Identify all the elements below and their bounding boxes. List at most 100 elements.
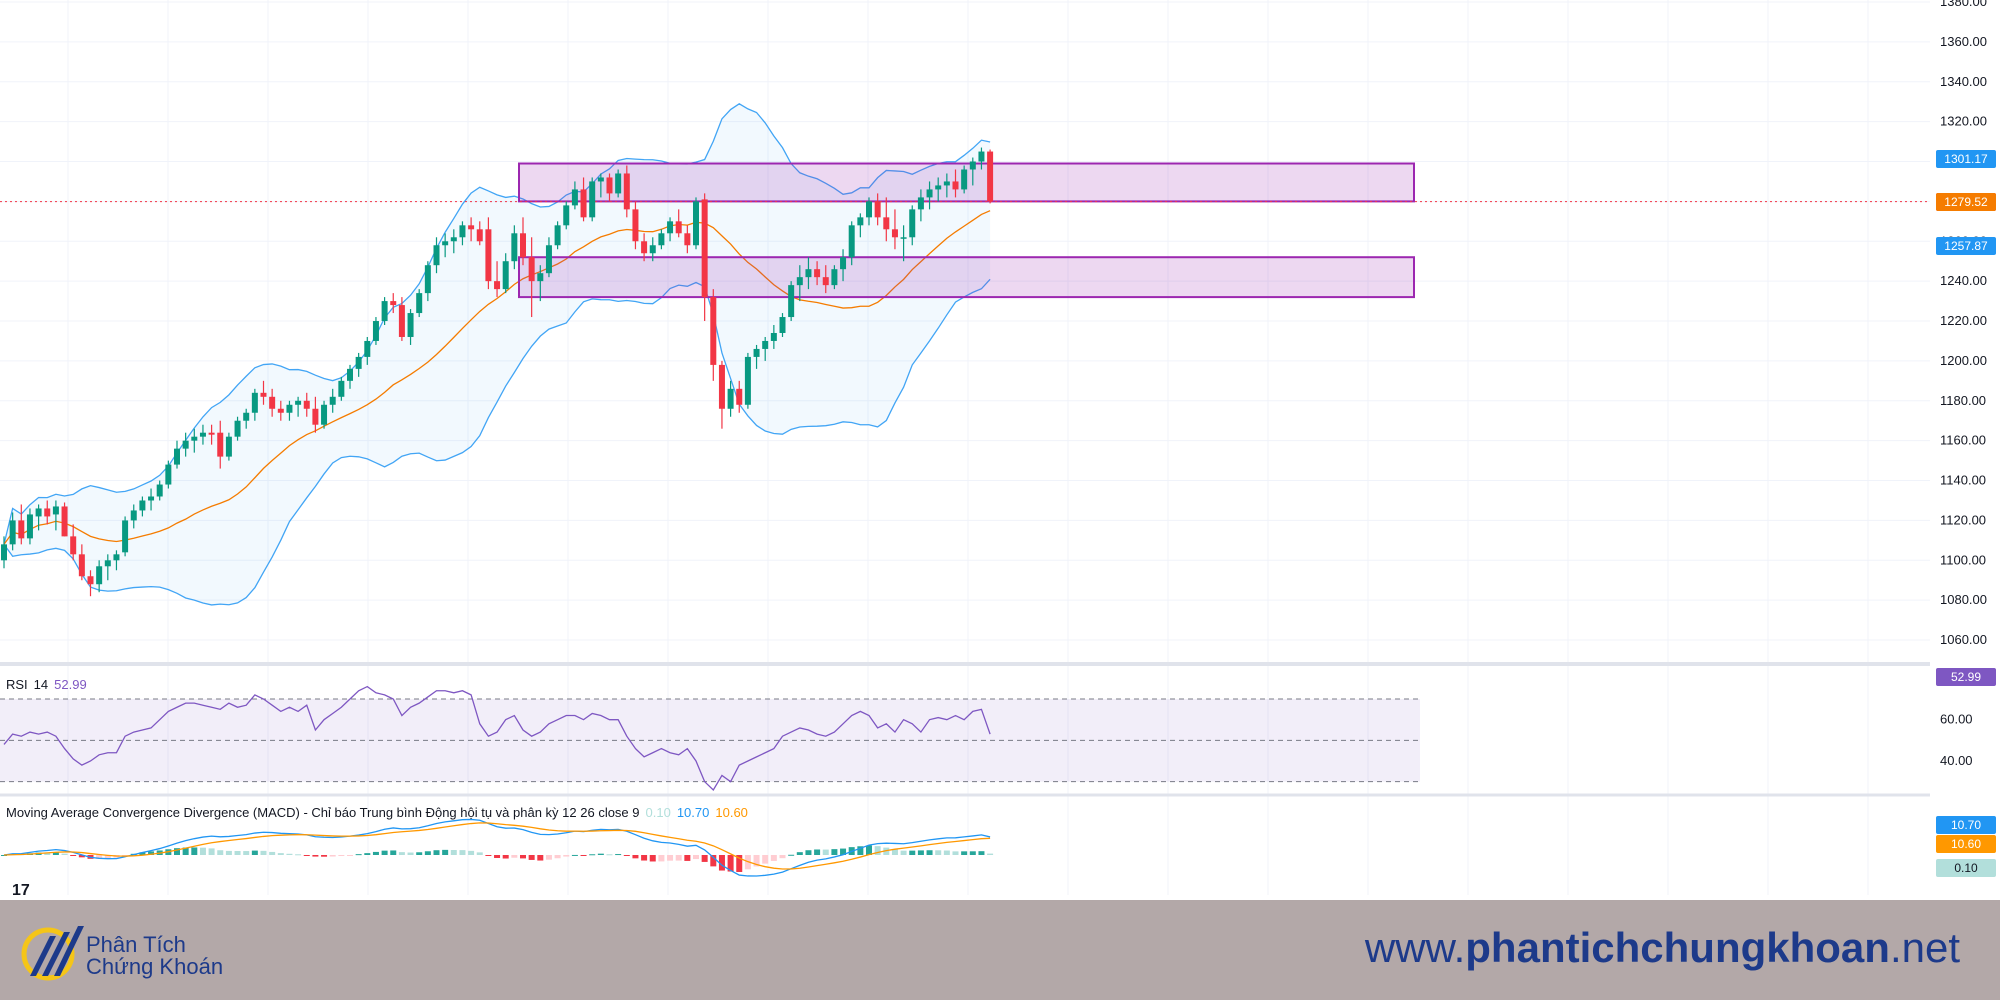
candle-body <box>372 321 379 341</box>
candle-body <box>407 313 414 337</box>
candle-body <box>277 408 284 413</box>
candle-body <box>926 189 933 198</box>
candle-body <box>424 265 431 294</box>
candle-body <box>805 269 812 278</box>
macd-histogram-bar <box>390 850 397 855</box>
candle-body <box>987 151 994 202</box>
candle-body <box>96 566 103 585</box>
price-tick-label: 1160.00 <box>1940 433 1986 448</box>
macd-histogram-bar <box>788 854 795 856</box>
brand-footer <box>0 900 2000 1000</box>
macd-histogram-bar <box>104 855 111 859</box>
macd-histogram-bar <box>641 855 648 861</box>
candle-body <box>623 173 630 210</box>
candle-body <box>528 257 535 282</box>
macd-histogram-bar <box>269 851 276 855</box>
macd-histogram-bar <box>286 853 293 855</box>
macd-histogram-bar <box>926 850 933 855</box>
candle-body <box>312 408 319 425</box>
macd-histogram-bar <box>935 850 942 855</box>
candle-body <box>511 233 518 262</box>
candle-body <box>883 217 890 230</box>
candle-body <box>675 221 682 234</box>
candle-body <box>632 209 639 242</box>
candle-body <box>35 508 42 517</box>
macd-histogram-bar <box>805 850 812 855</box>
candle-body <box>727 388 734 409</box>
macd-histogram-bar <box>52 852 59 855</box>
macd-histogram-bar <box>303 855 310 856</box>
candle-body <box>494 281 501 290</box>
macd-histogram-bar <box>494 855 501 859</box>
candle-body <box>338 380 345 397</box>
macd-histogram-bar <box>649 855 656 862</box>
candle-body <box>502 261 509 290</box>
macd-histogram-bar <box>883 847 890 855</box>
rsi-legend: RSI 14 52.99 <box>6 677 93 692</box>
candle-body <box>563 205 570 226</box>
rsi-tick-label: 60.00 <box>1940 712 1973 727</box>
price-tick-label: 1200.00 <box>1940 353 1987 368</box>
price-tick-label: 1240.00 <box>1940 273 1987 288</box>
macd-histogram-bar <box>96 855 103 859</box>
macd-histogram-bar <box>485 855 492 856</box>
candle-body <box>848 225 855 258</box>
macd-histogram-bar <box>277 853 284 855</box>
macd-histogram-bar <box>874 846 881 855</box>
candle-body <box>26 514 33 539</box>
macd-histogram-bar <box>900 850 907 855</box>
candle-body <box>961 169 968 190</box>
macd-histogram-bar <box>615 854 622 856</box>
macd-histogram-bar <box>442 849 449 855</box>
candle-body <box>554 225 561 246</box>
price-tick-label: 1340.00 <box>1940 74 1987 89</box>
candle-body <box>61 506 68 537</box>
macd-histogram-bar <box>597 853 604 855</box>
candle-body <box>139 500 146 511</box>
macd-histogram-bar <box>174 848 180 855</box>
candle-body <box>251 392 258 413</box>
macd-histogram-bar <box>762 855 769 864</box>
price-tag-label: 1257.87 <box>1936 236 1996 255</box>
candle-body <box>148 496 155 501</box>
macd-histogram-bar <box>718 855 725 871</box>
candle-body <box>978 151 985 162</box>
rsi-value-tag: 52.99 <box>1936 668 1996 686</box>
candle-body <box>78 554 85 577</box>
site-url[interactable]: www.phantichchungkhoan.net <box>1365 924 1960 972</box>
candle-body <box>969 161 976 170</box>
hist-value-tag: 0.10 <box>1936 859 1996 877</box>
macd-histogram-bar <box>580 855 587 856</box>
rsi-tick-label: 40.00 <box>1940 753 1973 768</box>
macd-histogram-bar <box>381 850 388 855</box>
macd-histogram-bar <box>398 852 405 855</box>
candle-body <box>779 317 786 333</box>
candle-body <box>891 229 898 238</box>
candle-body <box>260 392 267 397</box>
candle-body <box>917 197 924 210</box>
candle-body <box>476 229 483 242</box>
candle-body <box>874 201 881 218</box>
macd-histogram-bar <box>1 855 7 856</box>
candle-body <box>321 404 328 425</box>
candle-body <box>710 297 717 365</box>
price-tick-label: 1060.00 <box>1940 632 1987 647</box>
macd-histogram-bar <box>312 855 319 857</box>
macd-hist-label: 0.10 <box>645 805 671 820</box>
macd-histogram-bar <box>987 853 994 855</box>
macd-histogram-bar <box>537 855 544 861</box>
candle-body <box>753 348 760 357</box>
candle-body <box>44 508 51 517</box>
macd-histogram-bar <box>251 850 258 855</box>
price-tag-label: 1279.52 <box>1936 193 1996 212</box>
macd-histogram-bar <box>416 852 423 855</box>
price-tick-label: 1220.00 <box>1940 313 1987 328</box>
bollinger-lower-line <box>3 278 991 606</box>
macd-histogram-bar <box>338 855 345 856</box>
candle-body <box>191 436 198 441</box>
macd-histogram-bar <box>866 845 872 855</box>
macd-histogram-bar <box>511 855 518 858</box>
candle-body <box>571 189 578 206</box>
